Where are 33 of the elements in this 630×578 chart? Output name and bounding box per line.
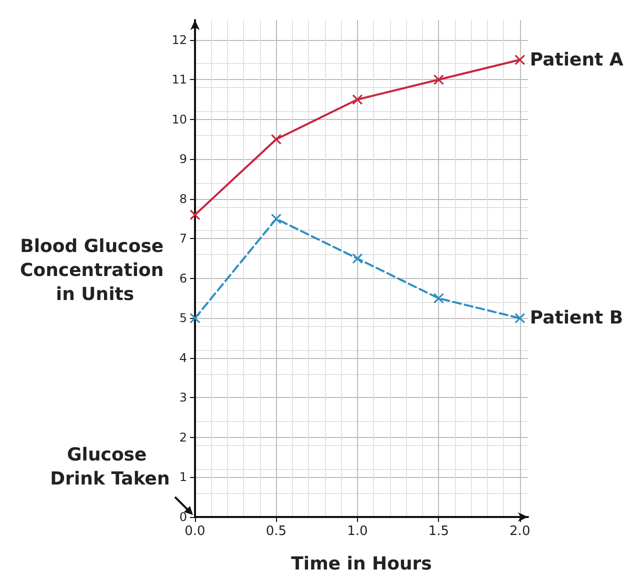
y-tick-label: 6 (179, 271, 187, 286)
y-tick-label: 4 (179, 350, 187, 365)
point (270, 214, 282, 224)
point (433, 74, 444, 85)
y-axis-title: Blood Glucose Concentration in Units (20, 236, 170, 305)
point (190, 210, 200, 220)
text: Glucose Drink Taken (50, 444, 170, 490)
y-tick-label: 8 (179, 192, 187, 206)
y-tick-label: 10 (172, 112, 187, 126)
y-tick-label: 7 (179, 232, 187, 246)
y-tick-label: 0 (179, 510, 187, 524)
point (433, 293, 444, 304)
y-tick-label: 2 (179, 430, 187, 444)
point (270, 134, 282, 145)
x-tick-label: 1.5 (428, 524, 449, 539)
x-tick-label: 2.0 (510, 524, 530, 539)
series-label: Patient A (530, 49, 624, 70)
x-tick-label: 0.5 (266, 524, 287, 539)
point (190, 312, 200, 324)
y-tick-label: 9 (179, 152, 187, 166)
series-label: Patient B (530, 308, 624, 329)
y-tick-label: 12 (172, 32, 187, 47)
y-tick-label: 11 (172, 72, 187, 87)
x-tick-label: 0.0 (184, 524, 206, 539)
x-tick-label: 1.0 (347, 524, 368, 539)
y-tick-label: 5 (179, 311, 187, 326)
y-tick-label: 1 (179, 470, 187, 484)
point (352, 94, 363, 105)
y-tick-label: 3 (179, 390, 187, 405)
point (514, 312, 526, 324)
point (514, 54, 526, 66)
x-axis-title: Time in Hours (291, 554, 432, 574)
point (352, 253, 363, 264)
